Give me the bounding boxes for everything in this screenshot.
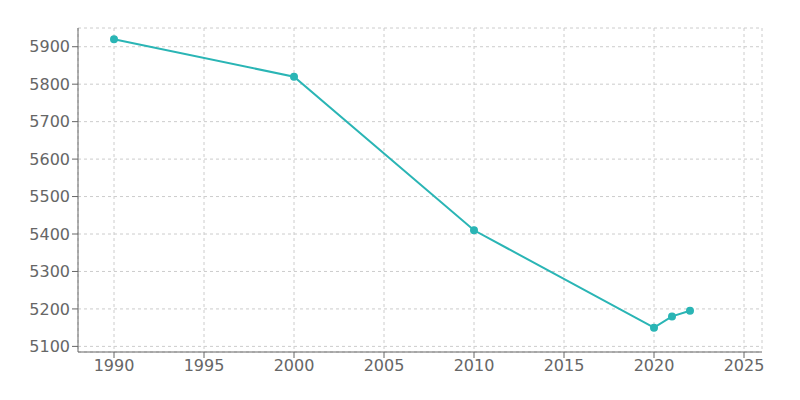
svg-text:2020: 2020 [634, 356, 675, 375]
svg-text:5400: 5400 [29, 225, 70, 244]
svg-text:2005: 2005 [364, 356, 405, 375]
svg-text:2015: 2015 [544, 356, 585, 375]
svg-text:5900: 5900 [29, 37, 70, 56]
svg-text:5300: 5300 [29, 262, 70, 281]
svg-text:2010: 2010 [454, 356, 495, 375]
svg-text:5600: 5600 [29, 150, 70, 169]
svg-text:5700: 5700 [29, 112, 70, 131]
svg-text:5500: 5500 [29, 187, 70, 206]
svg-text:2000: 2000 [274, 356, 315, 375]
svg-text:2025: 2025 [724, 356, 765, 375]
svg-text:5800: 5800 [29, 75, 70, 94]
svg-text:1990: 1990 [94, 356, 135, 375]
svg-text:5100: 5100 [29, 337, 70, 356]
svg-text:1995: 1995 [184, 356, 225, 375]
svg-text:5200: 5200 [29, 300, 70, 319]
